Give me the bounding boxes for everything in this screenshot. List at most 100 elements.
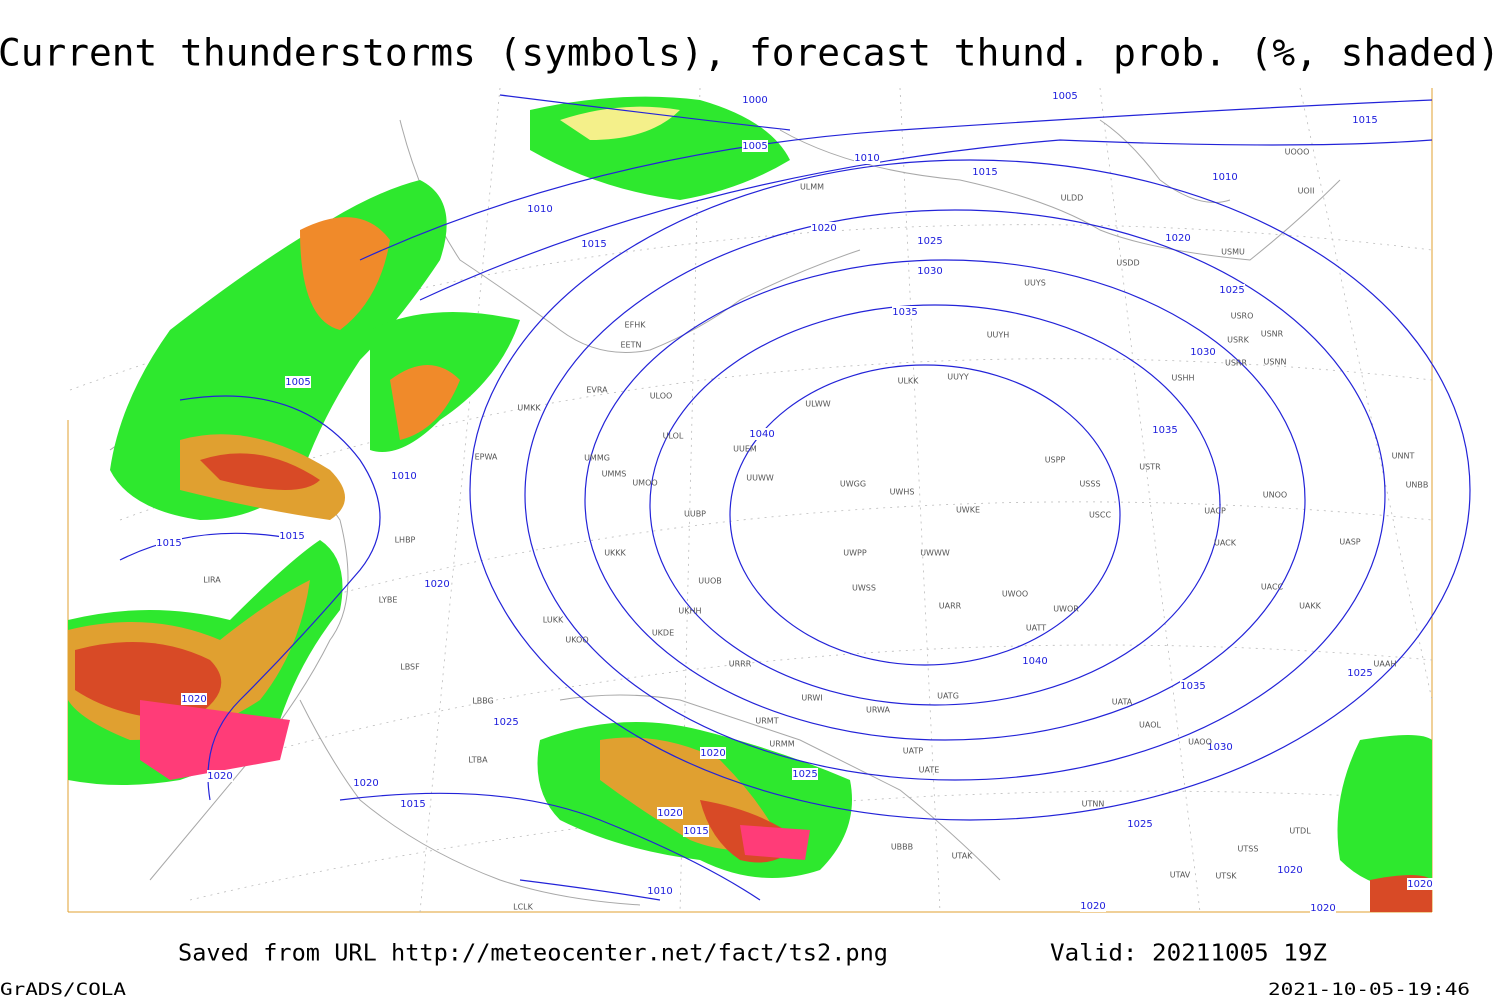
- isobar-label: 1025: [493, 717, 518, 728]
- station-code: UAAH: [1373, 660, 1396, 669]
- station-code: UWOR: [1053, 605, 1079, 614]
- isobar-label: 1010: [527, 204, 552, 215]
- station-code: USRO: [1231, 312, 1254, 321]
- isobar-label: 1020: [700, 748, 725, 759]
- isobar-label-bg: [1347, 667, 1373, 679]
- software-credit: GrADS/COLA: [0, 980, 126, 1000]
- station-code: UARR: [939, 602, 962, 611]
- isobar-label: 1015: [683, 826, 708, 837]
- isobars: [119, 94, 1471, 901]
- station-code: EVRA: [586, 386, 608, 395]
- isobar-label: 1020: [424, 579, 449, 590]
- station-code: UWGG: [840, 480, 866, 489]
- isobar-label: 1020: [1277, 865, 1302, 876]
- isobar-label-bg: [811, 222, 837, 234]
- isobar-label: 1035: [892, 307, 917, 318]
- map-title: Current thunderstorms (symbols), forecas…: [0, 32, 1500, 75]
- station-code: UKHH: [678, 607, 701, 616]
- station-code: UATP: [903, 747, 924, 756]
- isobar-label: 1020: [1310, 903, 1335, 914]
- station-code: UWWW: [920, 549, 950, 558]
- isobar-label-bg: [353, 777, 379, 789]
- station-code: UTSS: [1238, 845, 1259, 854]
- station-code: UWOO: [1002, 590, 1028, 599]
- station-code: UAOO: [1188, 738, 1212, 747]
- isobar-label: 1025: [792, 769, 817, 780]
- isobar-label-bg: [647, 885, 673, 897]
- isobar-label-bg: [1352, 114, 1378, 126]
- isobar-label: 1015: [156, 538, 181, 549]
- isobar-label-bg: [1052, 90, 1078, 102]
- isobar-label-bg: [493, 716, 519, 728]
- isobar-label-bg: [285, 376, 311, 388]
- station-code: USNN: [1264, 358, 1287, 367]
- timestamp: 2021-10-05-19:46: [1268, 980, 1470, 1000]
- station-code: UACK: [1214, 539, 1237, 548]
- isobar-label-bg: [581, 238, 607, 250]
- station-code: UKOO: [565, 636, 588, 645]
- station-code: UATA: [1112, 698, 1133, 707]
- isobar-label: 1010: [854, 153, 879, 164]
- station-code: LHBP: [395, 536, 416, 545]
- isobar-label-bg: [1219, 284, 1245, 296]
- station-code: LCLK: [513, 903, 534, 912]
- isobar-label: 1020: [1407, 879, 1432, 890]
- source-url: Saved from URL http://meteocenter.net/fa…: [178, 941, 888, 967]
- station-code: USNR: [1261, 330, 1284, 339]
- station-code: ULOL: [663, 432, 684, 441]
- isobar-label: 1025: [1347, 668, 1372, 679]
- isobar-label-bg: [424, 578, 450, 590]
- isobar-label-bg: [1022, 655, 1048, 667]
- isobar-label: 1015: [581, 239, 606, 250]
- isobar-label-bg: [400, 798, 426, 810]
- isobar-label: 1020: [207, 771, 232, 782]
- station-code: URWA: [866, 706, 891, 715]
- isobar-label-bg: [657, 807, 683, 819]
- station-code: UKKK: [604, 549, 626, 558]
- station-code: UUBP: [684, 510, 706, 519]
- isobar-label-bg: [156, 537, 182, 549]
- station-code: LBBG: [472, 697, 494, 706]
- station-code: UUEM: [733, 445, 757, 454]
- isobar-label: 1020: [181, 694, 206, 705]
- station-code: UATG: [937, 692, 959, 701]
- station-code: URMM: [769, 740, 794, 749]
- isobar-label: 1035: [1180, 681, 1205, 692]
- isobar-label: 1005: [285, 377, 310, 388]
- isobar-label: 1010: [1212, 172, 1237, 183]
- isobar-label-bg: [1165, 232, 1191, 244]
- station-code: USDD: [1116, 259, 1139, 268]
- station-code: UMOO: [632, 479, 657, 488]
- station-code: LUKK: [543, 616, 564, 625]
- station-code: UWSS: [852, 584, 876, 593]
- isobar-label: 1015: [972, 167, 997, 178]
- isobar-label: 1025: [1219, 285, 1244, 296]
- station-code: UUYS: [1024, 279, 1046, 288]
- isobar-label: 1020: [353, 778, 378, 789]
- station-code: ULWW: [805, 400, 830, 409]
- station-code: UATT: [1026, 624, 1046, 633]
- isobar-label-bg: [527, 203, 553, 215]
- isobar-label-bg: [854, 152, 880, 164]
- isobar-label-bg: [972, 166, 998, 178]
- station-code: USRR: [1225, 359, 1247, 368]
- isobar-label: 1015: [279, 531, 304, 542]
- station-code: UUOB: [698, 577, 722, 586]
- station-code: LIRA: [203, 576, 221, 585]
- map-area: [67, 87, 1471, 913]
- station-code: UMMG: [584, 454, 610, 463]
- isobar-label-bg: [1207, 741, 1233, 753]
- isobar-label: 1020: [657, 808, 682, 819]
- station-code: LYBE: [379, 596, 398, 605]
- station-code: UACC: [1261, 583, 1284, 592]
- station-code: UUWW: [746, 474, 774, 483]
- isobar-label-bg: [1407, 878, 1433, 890]
- station-code: ULDD: [1061, 194, 1084, 203]
- station-code: UOII: [1298, 187, 1315, 196]
- station-code: UACP: [1204, 507, 1226, 516]
- isobar-label: 1005: [742, 141, 767, 152]
- isobar-label-bg: [207, 770, 233, 782]
- station-code: UNNT: [1392, 452, 1415, 461]
- station-code: UNBB: [1406, 481, 1429, 490]
